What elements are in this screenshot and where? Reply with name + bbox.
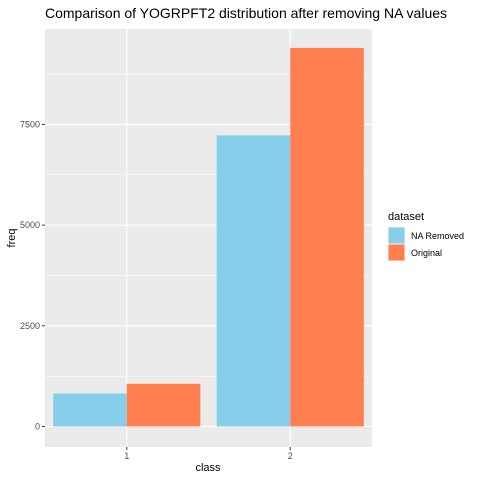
bars <box>53 47 364 427</box>
x-axis-title: class <box>195 462 221 474</box>
y-axis-title: freq <box>6 229 18 248</box>
legend-title: dataset <box>388 211 424 223</box>
chart-title: Comparison of YOGRPFT2 distribution afte… <box>45 5 447 21</box>
x-tick-label: 1 <box>124 451 129 461</box>
x-tick-label: 2 <box>288 451 293 461</box>
bar-original-class-1 <box>126 383 201 427</box>
legend-label-original: Original <box>411 248 442 258</box>
y-axis: 0 2500 5000 7500 <box>20 119 45 432</box>
legend-label-na-removed: NA Removed <box>411 231 464 241</box>
y-tick-label: 5000 <box>20 220 40 230</box>
legend-swatch-na-removed <box>388 227 405 244</box>
legend-swatch-original <box>388 244 405 261</box>
y-tick-label: 2500 <box>20 321 40 331</box>
bar-na-removed-class-1 <box>53 393 127 427</box>
y-tick-label: 7500 <box>20 119 40 129</box>
y-tick-label: 0 <box>35 422 40 432</box>
bar-na-removed-class-2 <box>216 135 291 427</box>
legend: dataset NA Removed Original <box>388 211 464 261</box>
bar-original-class-2 <box>290 47 364 427</box>
